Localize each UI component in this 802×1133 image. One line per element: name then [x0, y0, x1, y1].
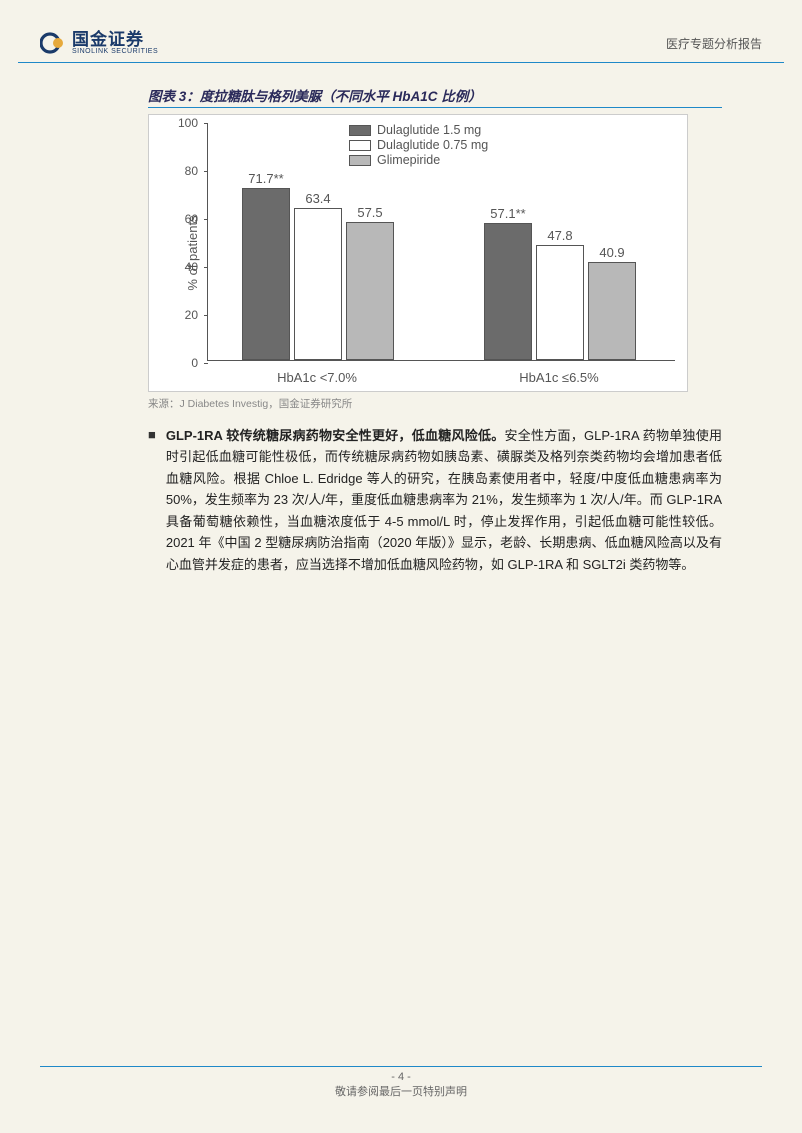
- legend-label: Glimepiride: [377, 153, 440, 167]
- bar: 57.5: [346, 222, 394, 360]
- logo-icon: [40, 30, 66, 56]
- legend-swatch: [349, 140, 371, 151]
- legend-label: Dulaglutide 0.75 mg: [377, 138, 488, 152]
- bar: 71.7**: [242, 188, 290, 360]
- body-paragraph: ■ GLP-1RA 较传统糖尿病药物安全性更好，低血糖风险低。安全性方面，GLP…: [148, 425, 722, 575]
- bar-value-label: 57.5: [347, 205, 393, 220]
- logo-text-en: SINOLINK SECURITIES: [72, 48, 158, 55]
- y-tick-label: 60: [185, 212, 198, 226]
- page-header: 国金证券 SINOLINK SECURITIES 医疗专题分析报告: [18, 18, 784, 63]
- legend-label: Dulaglutide 1.5 mg: [377, 123, 481, 137]
- x-group-label: HbA1c ≤6.5%: [483, 370, 635, 385]
- bar: 63.4: [294, 208, 342, 360]
- bullet-icon: ■: [148, 428, 156, 575]
- logo-text-cn: 国金证券: [72, 31, 158, 48]
- bar-value-label: 47.8: [537, 228, 583, 243]
- chart-title: 图表 3：度拉糖肽与格列美脲（不同水平 HbA1C 比例）: [148, 85, 722, 108]
- y-tick-label: 40: [185, 260, 198, 274]
- y-tick-label: 100: [178, 116, 198, 130]
- logo: 国金证券 SINOLINK SECURITIES: [40, 30, 158, 56]
- page-number: - 4 -: [18, 1071, 784, 1083]
- footer-note: 敬请参阅最后一页特别声明: [18, 1083, 784, 1099]
- bar-value-label: 63.4: [295, 191, 341, 206]
- bar-value-label: 57.1**: [485, 206, 531, 221]
- legend-item: Dulaglutide 0.75 mg: [349, 138, 488, 152]
- y-tick-label: 80: [185, 164, 198, 178]
- bar-value-label: 40.9: [589, 245, 635, 260]
- legend-swatch: [349, 155, 371, 166]
- y-tick-label: 0: [191, 356, 198, 370]
- bar-chart: % of patients 020406080100 71.7**63.457.…: [148, 114, 688, 392]
- legend-item: Dulaglutide 1.5 mg: [349, 123, 488, 137]
- page-footer: - 4 - 敬请参阅最后一页特别声明: [18, 1066, 784, 1099]
- bar: 57.1**: [484, 223, 532, 360]
- y-tick-label: 20: [185, 308, 198, 322]
- bar: 47.8: [536, 245, 584, 360]
- header-doc-type: 医疗专题分析报告: [666, 35, 762, 52]
- bar-value-label: 71.7**: [243, 171, 289, 186]
- chart-legend: Dulaglutide 1.5 mgDulaglutide 0.75 mgGli…: [349, 123, 488, 168]
- body-text: GLP-1RA 较传统糖尿病药物安全性更好，低血糖风险低。安全性方面，GLP-1…: [166, 425, 722, 575]
- bar: 40.9: [588, 262, 636, 360]
- legend-swatch: [349, 125, 371, 136]
- legend-item: Glimepiride: [349, 153, 488, 167]
- x-group-label: HbA1c <7.0%: [241, 370, 393, 385]
- chart-source: 来源：J Diabetes Investig，国金证券研究所: [148, 396, 722, 411]
